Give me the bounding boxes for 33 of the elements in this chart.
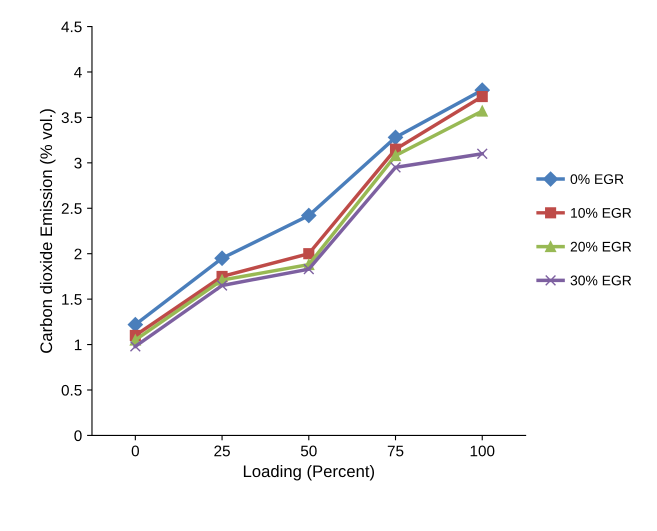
point bbox=[388, 130, 404, 145]
point bbox=[214, 250, 230, 266]
point bbox=[301, 208, 316, 224]
legend-label: 20% EGR bbox=[570, 242, 632, 252]
point bbox=[476, 105, 488, 117]
x-tick-label: 100 bbox=[470, 446, 494, 456]
y-tick-label: 0.5 bbox=[62, 384, 82, 396]
y-tick-label: 3 bbox=[74, 158, 82, 169]
point bbox=[390, 150, 402, 162]
point bbox=[476, 148, 488, 160]
legend-label: 0% EGR bbox=[570, 174, 624, 184]
y-tick-label: 4.5 bbox=[61, 22, 82, 32]
y-tick-label: 1 bbox=[74, 340, 82, 350]
x-axis-title: Loading (Percent) bbox=[244, 464, 374, 480]
point bbox=[130, 340, 141, 352]
point bbox=[216, 280, 228, 292]
x-tick-label: 50 bbox=[300, 446, 317, 456]
point bbox=[390, 162, 402, 173]
legend-label: 10% EGR bbox=[571, 208, 632, 218]
y-tick-label: 3.5 bbox=[62, 112, 82, 124]
y-tick-label: 0 bbox=[74, 430, 82, 442]
x-tick-label: 75 bbox=[388, 446, 404, 456]
y-tick-label: 4 bbox=[74, 67, 82, 78]
y-tick-label: 2 bbox=[74, 248, 82, 260]
x-tick-label: 25 bbox=[214, 446, 230, 456]
point bbox=[476, 90, 488, 102]
point bbox=[303, 248, 314, 260]
x-tick-label: 0 bbox=[132, 446, 139, 456]
y-tick-label: 2.5 bbox=[62, 203, 82, 214]
y-tick-label: 1.5 bbox=[62, 294, 82, 305]
point bbox=[303, 264, 314, 275]
legend-label: 30% EGR bbox=[570, 276, 632, 286]
y-axis-title: Carbon dioxide Emission (% vol.) bbox=[40, 109, 56, 353]
